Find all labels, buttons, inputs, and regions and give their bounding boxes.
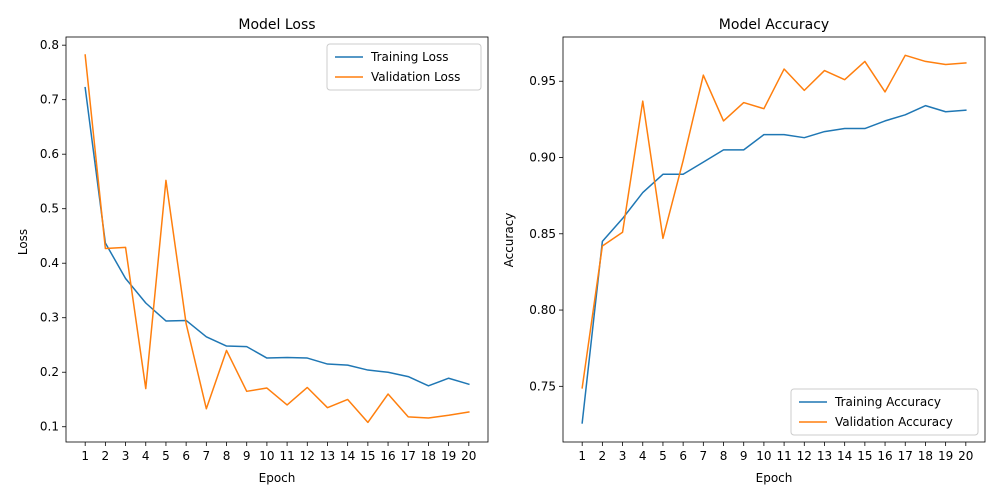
loss-legend-label: Training Loss [370,50,448,64]
loss-y-tick-label: 0.8 [40,38,59,52]
accuracy-x-axis-label: Epoch [756,471,793,485]
loss-y-tick-label: 0.6 [40,147,59,161]
loss-x-tick-label: 12 [300,449,315,463]
accuracy-legend: Training Accuracy Validation Accuracy [790,388,979,436]
loss-x-tick-label: 10 [259,449,274,463]
loss-x-tick-label: 13 [320,449,335,463]
loss-x-tick-label: 17 [401,449,416,463]
accuracy-x-tick-label: 1 [578,449,586,463]
loss-y-tick-label: 0.3 [40,311,59,325]
loss-legend-label: Validation Loss [371,70,460,84]
loss-legend-box [326,43,482,91]
loss-x-tick-label: 2 [102,449,110,463]
loss-x-tick-label: 15 [360,449,375,463]
accuracy-x-tick-label: 17 [898,449,913,463]
loss-x-tick-label: 3 [122,449,130,463]
loss-x-tick-label: 19 [441,449,456,463]
accuracy-x-tick-label: 11 [776,449,791,463]
accuracy-x-tick-label: 7 [700,449,708,463]
accuracy-x-tick-label: 6 [679,449,687,463]
loss-x-tick-label: 11 [279,449,294,463]
loss-x-axis-label: Epoch [259,471,296,485]
accuracy-chart-title: Model Accuracy [719,17,829,33]
accuracy-x-tick-label: 18 [918,449,933,463]
accuracy-x-tick-label: 3 [619,449,627,463]
accuracy-x-tick-label: 16 [877,449,892,463]
accuracy-x-tick-label: 8 [720,449,728,463]
accuracy-x-tick-label: 5 [659,449,667,463]
loss-x-tick-label: 6 [182,449,190,463]
loss-series-line-training [84,86,470,387]
accuracy-series-line-validation [581,54,967,389]
loss-y-tick-label: 0.1 [40,420,59,434]
loss-x-tick-label: 16 [380,449,395,463]
loss-y-tick-label: 0.5 [40,202,59,216]
accuracy-plot-frame [562,36,986,443]
loss-y-axis-label: Loss [16,229,30,255]
accuracy-x-tick-label: 14 [837,449,852,463]
loss-x-tick-label: 7 [203,449,211,463]
loss-x-tick-label: 9 [243,449,251,463]
accuracy-y-tick-label: 0.75 [529,379,556,393]
loss-legend: Training Loss Validation Loss [326,43,482,91]
accuracy-y-tick-label: 0.80 [529,303,556,317]
loss-x-tick-label: 4 [142,449,150,463]
loss-x-tick-label: 5 [162,449,170,463]
loss-x-tick-label: 1 [81,449,89,463]
loss-x-tick-label: 8 [223,449,231,463]
accuracy-x-tick-label: 4 [639,449,647,463]
accuracy-y-tick-label: 0.85 [529,227,556,241]
loss-x-tick-label: 14 [340,449,355,463]
accuracy-x-tick-label: 9 [740,449,748,463]
loss-series-line-validation [84,54,470,424]
loss-y-tick-label: 0.7 [40,93,59,107]
loss-y-tick-label: 0.2 [40,365,59,379]
accuracy-y-tick-label: 0.95 [529,74,556,88]
accuracy-x-tick-label: 12 [797,449,812,463]
loss-chart: Model Loss Epoch Loss 1 2 3 4 5 6 7 8 9 10 11 12 13 1… [16,17,489,485]
loss-y-tick-label: 0.4 [40,256,59,270]
accuracy-x-tick-label: 2 [599,449,607,463]
accuracy-x-tick-label: 20 [958,449,973,463]
accuracy-x-tick-label: 19 [938,449,953,463]
loss-chart-title: Model Loss [238,17,315,33]
loss-x-tick-label: 20 [461,449,476,463]
accuracy-legend-label: Validation Accuracy [835,415,953,429]
accuracy-y-tick-label: 0.90 [529,151,556,165]
accuracy-legend-box [790,388,979,436]
accuracy-x-tick-label: 10 [756,449,771,463]
accuracy-y-axis-label: Accuracy [502,213,516,268]
accuracy-x-tick-label: 15 [857,449,872,463]
loss-x-tick-label: 18 [421,449,436,463]
accuracy-legend-label: Training Accuracy [834,395,941,409]
accuracy-x-tick-label: 13 [817,449,832,463]
loss-plot-frame [65,36,489,443]
accuracy-series-line-training [581,104,967,424]
